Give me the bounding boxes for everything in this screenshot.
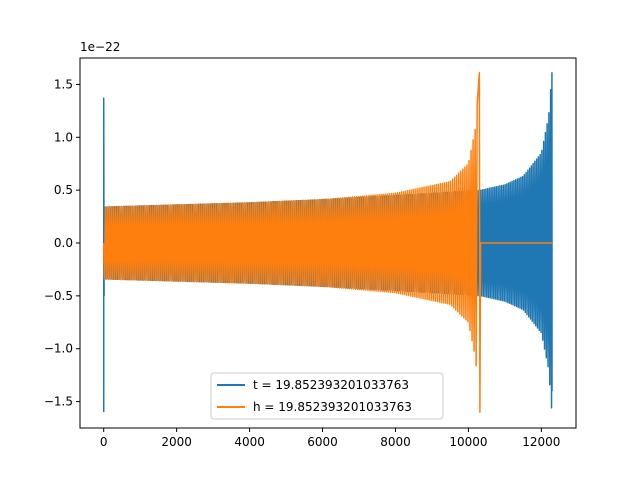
x-tick-label: 12000 (522, 435, 560, 449)
legend: t = 19.852393201033763 h = 19.8523932010… (210, 372, 444, 420)
x-tick-label: 10000 (449, 435, 487, 449)
x-axis: 0 2000 4000 6000 8000 10000 12000 (100, 428, 560, 449)
x-tick-label: 0 (100, 435, 108, 449)
legend-label-h: h = 19.852393201033763 (253, 400, 412, 414)
legend-label-t: t = 19.852393201033763 (253, 378, 409, 392)
y-tick-label: 1.0 (54, 130, 73, 144)
x-tick-label: 2000 (161, 435, 192, 449)
x-tick-label: 6000 (307, 435, 338, 449)
y-tick-label: −0.5 (44, 289, 73, 303)
series-layer (102, 72, 553, 413)
x-tick-label: 4000 (234, 435, 265, 449)
y-tick-label: 1.5 (54, 77, 73, 91)
y-tick-label: −1.5 (44, 395, 73, 409)
y-tick-label: 0.0 (54, 236, 73, 250)
y-tick-label: −1.0 (44, 342, 73, 356)
legend-box (210, 372, 444, 420)
x-tick-label: 8000 (380, 435, 411, 449)
y-offset-text: 1e−22 (80, 40, 120, 54)
y-axis: −1.5 −1.0 −0.5 0.0 0.5 1.0 1.5 (44, 77, 80, 409)
y-tick-label: 0.5 (54, 183, 73, 197)
series-line-h (102, 72, 552, 413)
